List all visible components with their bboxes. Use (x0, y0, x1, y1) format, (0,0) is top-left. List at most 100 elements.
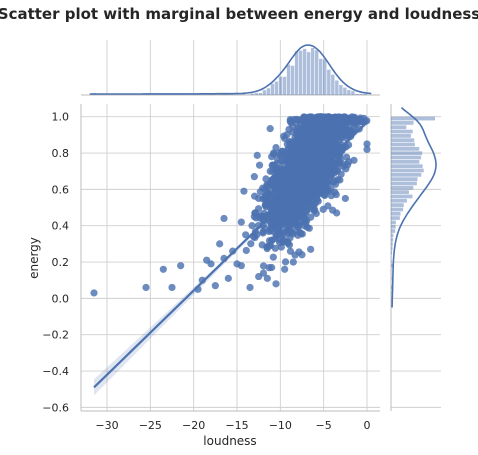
scatter-point (255, 194, 263, 203)
scatter-point (284, 239, 292, 247)
scatter-point (329, 159, 338, 167)
scatter-point (255, 272, 263, 281)
top-hist-bar (359, 93, 363, 95)
y-tick-label: 0.6 (52, 183, 70, 196)
scatter-point (298, 153, 306, 162)
scatter-point (269, 253, 277, 261)
scatter-point (247, 240, 255, 248)
scatter-point (302, 143, 310, 152)
scatter-point (318, 123, 326, 132)
scatter-point (216, 240, 224, 248)
top-hist-bar (290, 65, 295, 95)
right-hist-bar (391, 125, 407, 130)
right-hist-bar (391, 259, 392, 264)
top-hist-bar (262, 90, 267, 95)
right-hist-bar (391, 151, 423, 156)
scatter-point (281, 265, 289, 273)
scatter-point (291, 194, 299, 202)
y-axis-label: energy (27, 237, 41, 279)
x-tick-label: 0 (364, 419, 371, 432)
scatter-point (348, 118, 356, 126)
scatter-point (333, 209, 341, 217)
scatter-point (303, 203, 312, 211)
right-hist-bar (391, 138, 415, 143)
scatter-point (290, 165, 298, 174)
scatter-point (337, 170, 345, 178)
scatter-point (266, 241, 275, 250)
right-hist-bar (391, 203, 404, 207)
scatter-point (332, 135, 340, 143)
right-hist-bar (391, 276, 392, 281)
right-hist-bar (391, 172, 422, 177)
scatter-point (290, 173, 298, 181)
scatter-point (265, 197, 273, 205)
right-hist-bar (391, 146, 420, 151)
top-hist-bar (343, 87, 347, 95)
scatter-point (293, 115, 301, 123)
top-hist-bar (298, 50, 303, 95)
scatter-point (319, 205, 327, 213)
right-hist-bar (391, 229, 396, 233)
scatter-point (312, 209, 320, 218)
top-hist-bar (306, 52, 311, 95)
scatter-point (168, 283, 176, 292)
right-hist-bar (391, 129, 413, 134)
right-hist-bar (391, 211, 401, 216)
right-hist-bar (391, 121, 414, 125)
y-tick-label: 1.0 (52, 111, 70, 124)
scatter-point (224, 274, 232, 282)
scatter-point (220, 214, 228, 223)
right-hist-bar (391, 237, 394, 242)
scatter-point (339, 162, 347, 171)
scatter-point (293, 126, 301, 134)
top-hist-bar (331, 74, 335, 95)
x-tick-label: −10 (269, 419, 292, 432)
top-hist-bar (363, 93, 367, 95)
scatter-point (315, 131, 323, 139)
scatter-point (253, 151, 261, 159)
scatter-point (275, 224, 283, 232)
scatter-point (302, 122, 310, 130)
right-hist-bar (391, 164, 423, 169)
scatter-point (283, 140, 291, 148)
scatter-point (298, 251, 306, 259)
right-hist-bar (391, 220, 396, 225)
scatter-point (259, 229, 267, 237)
scatter-point (308, 137, 316, 145)
x-tick-labels: −30 −25 −20 −15 −10 −5 0 (95, 419, 370, 432)
x-tick-label: −30 (95, 419, 118, 432)
scatter-point (242, 246, 250, 255)
scatter-point (324, 118, 332, 126)
scatter-point (286, 247, 295, 255)
scatter-point (283, 154, 291, 163)
scatter-point (305, 224, 313, 232)
scatter-point (251, 234, 259, 242)
scatter-point (298, 197, 306, 205)
right-hist-bar (391, 224, 396, 229)
right-hist-bar (391, 194, 413, 199)
right-hist-bar (391, 198, 407, 203)
scatter-point (262, 175, 270, 183)
scatter-point (272, 144, 280, 152)
scatter-point (248, 222, 256, 230)
scatter-point (341, 194, 349, 203)
scatter-point (308, 182, 316, 190)
scatter-point (242, 231, 250, 239)
y-tick-label: 0.4 (52, 220, 70, 233)
top-hist-bar (274, 81, 279, 95)
scatter-point (255, 161, 264, 169)
right-hist-bar (391, 250, 393, 255)
right-hist-bar (391, 190, 409, 194)
scatter-point (329, 178, 338, 186)
top-hist-bar (355, 93, 359, 95)
scatter-point (256, 214, 264, 222)
scatter-point (290, 156, 298, 164)
top-hist-bar (278, 76, 283, 95)
right-hist-bar (391, 216, 400, 220)
scatter-point (207, 260, 215, 268)
scatter-point (246, 283, 254, 292)
top-hist-bar (319, 58, 323, 95)
right-kde-curve (391, 106, 437, 308)
y-tick-label: −0.4 (42, 365, 69, 378)
scatter-point (277, 196, 286, 204)
